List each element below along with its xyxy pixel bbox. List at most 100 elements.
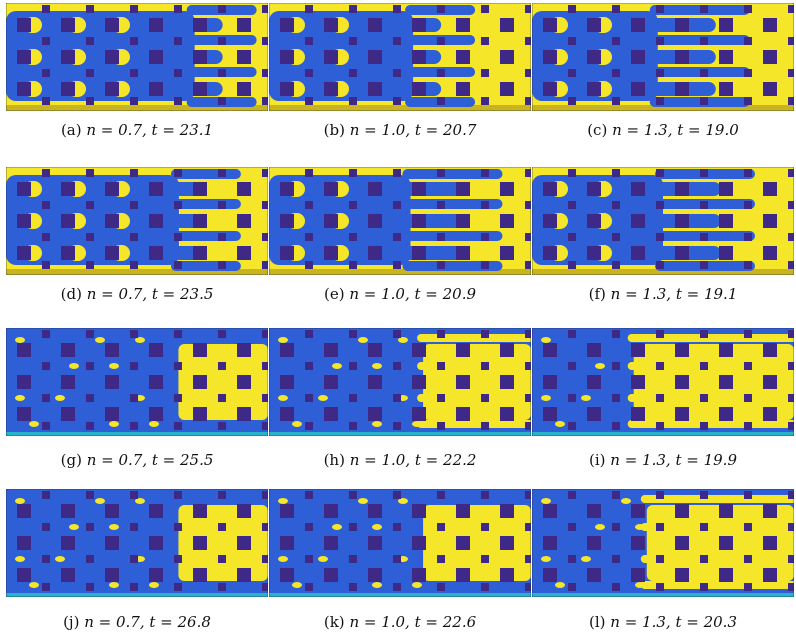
obstacle: [218, 523, 226, 531]
caption-f: (f) n = 1.3, t = 19.1: [588, 285, 738, 303]
trapped-droplet: [398, 498, 408, 504]
trapped-droplet: [29, 421, 39, 427]
obstacle: [788, 394, 794, 402]
obstacle: [525, 201, 531, 209]
obstacle: [763, 568, 777, 582]
obstacle: [218, 362, 226, 370]
obstacle: [237, 504, 251, 518]
obstacle: [305, 394, 313, 402]
obstacle: [393, 523, 401, 531]
trapped-droplet: [372, 524, 382, 530]
obstacle: [218, 491, 226, 499]
obstacle: [481, 97, 489, 105]
obstacle: [412, 214, 426, 228]
obstacle: [324, 568, 338, 582]
obstacle: [788, 362, 794, 370]
obstacle: [481, 233, 489, 241]
figure-row-3: [6, 328, 794, 436]
obstacle: [237, 82, 251, 96]
obstacle: [744, 555, 752, 563]
obstacle: [149, 343, 163, 357]
obstacle: [262, 491, 268, 499]
obstacle: [700, 261, 708, 269]
obstacle: [700, 362, 708, 370]
bottom-wall: [532, 593, 794, 597]
obstacle: [61, 18, 75, 32]
obstacle: [631, 50, 645, 64]
obstacle: [481, 583, 489, 591]
obstacle: [305, 233, 313, 241]
obstacle: [763, 504, 777, 518]
obstacle: [61, 407, 75, 421]
obstacle: [744, 5, 752, 13]
obstacle: [130, 491, 138, 499]
panel-d-image: [6, 167, 268, 275]
obstacle: [437, 97, 445, 105]
obstacle: [130, 555, 138, 563]
obstacle: [456, 407, 470, 421]
trapped-droplet: [278, 337, 288, 343]
obstacle: [500, 50, 514, 64]
obstacle: [568, 169, 576, 177]
trapped-droplet: [15, 556, 25, 562]
obstacle: [568, 233, 576, 241]
obstacle: [631, 214, 645, 228]
obstacle: [631, 407, 645, 421]
obstacle: [481, 5, 489, 13]
obstacle: [324, 504, 338, 518]
obstacle: [675, 50, 689, 64]
trapped-droplet: [109, 421, 119, 427]
obstacle: [481, 330, 489, 338]
panel-k-field: [269, 489, 531, 597]
trapped-droplet: [29, 582, 39, 588]
trapped-droplet: [581, 395, 591, 401]
obstacle: [368, 246, 382, 260]
panel-c-field: [532, 3, 794, 111]
obstacle: [656, 330, 664, 338]
obstacle: [612, 169, 620, 177]
trapped-droplet: [15, 337, 25, 343]
obstacle: [130, 394, 138, 402]
obstacle: [481, 394, 489, 402]
obstacle: [86, 5, 94, 13]
obstacle: [437, 169, 445, 177]
obstacle: [456, 568, 470, 582]
obstacle: [700, 201, 708, 209]
obstacle: [437, 583, 445, 591]
trapped-droplet: [318, 556, 328, 562]
obstacle: [612, 201, 620, 209]
obstacle: [105, 568, 119, 582]
obstacle: [700, 555, 708, 563]
obstacle-lattice: [543, 491, 794, 591]
obstacle: [130, 69, 138, 77]
obstacle: [500, 568, 514, 582]
obstacle: [656, 523, 664, 531]
obstacle: [149, 182, 163, 196]
trapped-droplet: [372, 421, 382, 427]
obstacle: [393, 555, 401, 563]
obstacle: [218, 169, 226, 177]
obstacle: [587, 246, 601, 260]
panel-i-field: [532, 328, 794, 436]
obstacle: [149, 407, 163, 421]
obstacle: [525, 330, 531, 338]
invading-fluid-body: [6, 175, 179, 265]
obstacle: [700, 233, 708, 241]
obstacle: [61, 182, 75, 196]
obstacle: [105, 407, 119, 421]
obstacle: [280, 568, 294, 582]
obstacle: [86, 394, 94, 402]
obstacle: [280, 82, 294, 96]
bottom-wall: [269, 432, 531, 436]
trapped-droplet: [278, 556, 288, 562]
obstacle: [393, 69, 401, 77]
obstacle: [763, 246, 777, 260]
bottom-wall: [532, 105, 794, 111]
obstacle: [763, 214, 777, 228]
obstacle: [456, 18, 470, 32]
obstacle: [349, 330, 357, 338]
obstacle: [525, 37, 531, 45]
obstacle: [437, 555, 445, 563]
obstacle: [349, 491, 357, 499]
obstacle: [744, 330, 752, 338]
